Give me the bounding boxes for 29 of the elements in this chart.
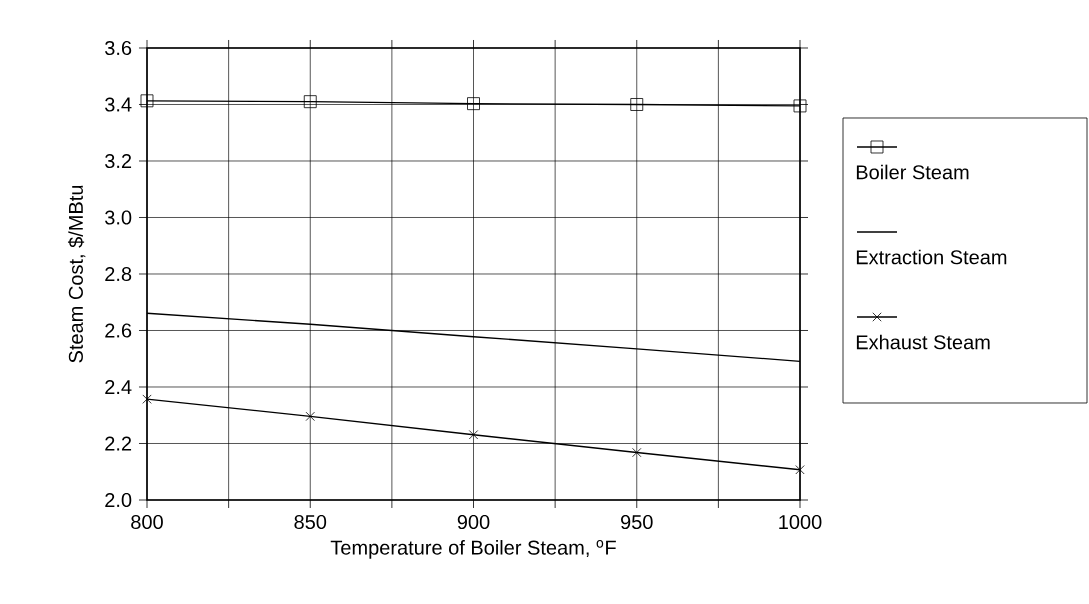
point [140, 94, 154, 108]
y-tick-label: 3.0 [105, 210, 132, 225]
point [468, 430, 479, 440]
point [795, 465, 805, 475]
y-tick-label: 2.2 [105, 436, 132, 451]
point [630, 98, 644, 111]
legend-label: Boiler Steam [856, 164, 969, 180]
point [467, 97, 480, 111]
point [142, 394, 152, 404]
point [793, 99, 807, 113]
x-tick-label: 850 [294, 514, 327, 530]
y-tick-label: 2.8 [105, 266, 132, 282]
point [305, 411, 315, 422]
y-tick-label: 3.6 [105, 40, 132, 56]
x-tick-label: 950 [621, 514, 653, 530]
legend-label: Exhaust Steam [856, 334, 990, 350]
y-tick-label: 3.2 [105, 153, 132, 169]
y-tick-label: 2.6 [105, 323, 132, 338]
point [632, 447, 642, 458]
x-axis-title: Temperature of Boiler Steam, $^{o}$F [330, 540, 616, 559]
y-axis-title: Steam Cost, $/MBtu [67, 185, 86, 363]
x-tick-label: 900 [457, 514, 490, 530]
y-tick-label: 2.0 [105, 492, 132, 508]
point [303, 95, 317, 109]
y-tick-label: 2.4 [105, 380, 132, 394]
x-tick-label: 1000 [779, 514, 822, 530]
x-tick-label: 800 [131, 514, 163, 530]
legend-label: Extraction Steam [856, 249, 1007, 265]
y-tick-label: 3.4 [105, 97, 132, 112]
